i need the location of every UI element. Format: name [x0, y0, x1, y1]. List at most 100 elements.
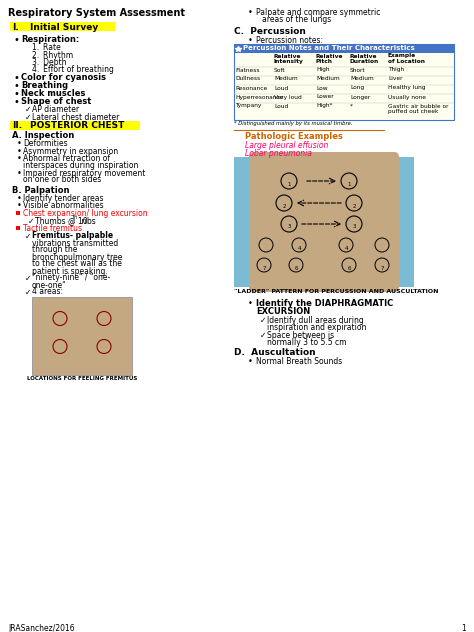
Text: ribs: ribs	[79, 217, 96, 226]
Text: Hyperresonance: Hyperresonance	[235, 95, 283, 99]
Text: •: •	[17, 147, 22, 155]
Text: 7: 7	[380, 265, 384, 270]
Text: Tactile fremitus: Tactile fremitus	[23, 224, 82, 233]
FancyBboxPatch shape	[234, 103, 454, 120]
Text: normally 3 to 5.5 cm: normally 3 to 5.5 cm	[267, 338, 346, 347]
Text: 2: 2	[352, 204, 356, 209]
Text: Longer: Longer	[350, 95, 370, 99]
Text: "ninety-nine" / "one-: "ninety-nine" / "one-	[32, 274, 110, 283]
Text: 1: 1	[287, 181, 291, 186]
FancyBboxPatch shape	[234, 53, 454, 67]
Text: •: •	[17, 169, 22, 178]
Text: Thumbs @ 10: Thumbs @ 10	[35, 217, 88, 226]
Text: ✓: ✓	[25, 231, 31, 241]
Text: •: •	[248, 36, 253, 45]
Text: ✓: ✓	[260, 316, 266, 325]
Text: patient is speaking.: patient is speaking.	[32, 267, 108, 276]
Text: Fremitus- palpable: Fremitus- palpable	[32, 231, 113, 241]
Text: Medium: Medium	[350, 76, 374, 82]
Text: interspaces during inspiration: interspaces during inspiration	[23, 161, 138, 170]
Text: Large pleural effusion: Large pleural effusion	[245, 141, 328, 150]
Text: to the chest wall as the: to the chest wall as the	[32, 260, 122, 269]
Text: puffed out cheek: puffed out cheek	[388, 109, 438, 114]
Text: 4: 4	[344, 245, 348, 250]
Text: Intensity: Intensity	[274, 59, 304, 64]
Text: Very loud: Very loud	[274, 95, 302, 99]
Text: Impaired respiratory movement: Impaired respiratory movement	[23, 169, 146, 178]
Text: Dullness: Dullness	[235, 76, 260, 82]
Text: of Location: of Location	[388, 59, 425, 64]
Text: 3: 3	[287, 224, 291, 229]
Text: Liver: Liver	[388, 76, 402, 82]
Text: Usually none: Usually none	[388, 95, 426, 99]
Text: Healthy lung: Healthy lung	[388, 85, 426, 90]
Text: "LADDER" PATTERN FOR PERCUSSION AND AUSCULTATION: "LADDER" PATTERN FOR PERCUSSION AND AUSC…	[234, 289, 438, 294]
Text: •: •	[14, 81, 20, 91]
Bar	[234, 44, 454, 120]
Text: 1: 1	[461, 624, 466, 632]
Text: 1: 1	[347, 181, 351, 186]
Text: •: •	[14, 73, 20, 83]
Text: *: *	[350, 104, 353, 109]
Text: Lower: Lower	[316, 95, 334, 99]
Text: Normal Breath Sounds: Normal Breath Sounds	[256, 357, 342, 366]
Text: areas of the lungs: areas of the lungs	[262, 15, 331, 24]
Text: Respiration:: Respiration:	[21, 35, 79, 44]
FancyBboxPatch shape	[234, 94, 454, 103]
Text: th: th	[73, 215, 78, 220]
Text: Percussion Notes and Their Characteristics: Percussion Notes and Their Characteristi…	[243, 44, 415, 51]
Text: •: •	[248, 8, 253, 17]
Text: Shape of chest: Shape of chest	[21, 97, 91, 106]
Text: Tympany: Tympany	[235, 104, 261, 109]
Text: High: High	[316, 68, 329, 73]
Text: Lateral chest diameter: Lateral chest diameter	[32, 112, 119, 121]
Text: Thigh: Thigh	[388, 68, 404, 73]
Text: Flatness: Flatness	[235, 68, 259, 73]
Text: 6: 6	[294, 265, 298, 270]
Text: Identify dull areas during: Identify dull areas during	[267, 316, 364, 325]
Text: Short: Short	[350, 68, 365, 73]
Text: 4. Effort of breathing: 4. Effort of breathing	[32, 66, 114, 75]
Text: Deformities: Deformities	[23, 139, 68, 148]
Text: D.  Auscultation: D. Auscultation	[234, 348, 316, 357]
Text: Asymmetry in expansion: Asymmetry in expansion	[23, 147, 118, 155]
Text: I.: I.	[12, 23, 19, 32]
Text: Abnormal retraction of: Abnormal retraction of	[23, 154, 110, 163]
Text: ✓: ✓	[25, 112, 31, 121]
Text: 2. Rhythm: 2. Rhythm	[32, 51, 73, 59]
Text: II.: II.	[12, 121, 22, 130]
Text: Loud: Loud	[274, 85, 288, 90]
Text: Respiratory System Assessment: Respiratory System Assessment	[8, 8, 185, 18]
Text: Low: Low	[316, 85, 328, 90]
Text: Neck muscles: Neck muscles	[21, 89, 85, 98]
Text: Chest expansion/ lung excursion: Chest expansion/ lung excursion	[23, 209, 147, 218]
Text: Example: Example	[388, 54, 416, 59]
Text: Initial Survey: Initial Survey	[30, 23, 98, 32]
FancyBboxPatch shape	[10, 121, 140, 130]
Text: Long: Long	[350, 85, 364, 90]
Text: Color for cyanosis: Color for cyanosis	[21, 73, 106, 82]
Text: Pitch: Pitch	[316, 59, 333, 64]
FancyBboxPatch shape	[234, 157, 414, 287]
Text: A. Inspection: A. Inspection	[12, 131, 74, 140]
Text: Duration: Duration	[350, 59, 379, 64]
Text: JRASanchez/2016: JRASanchez/2016	[8, 624, 74, 632]
Text: B. Palpation: B. Palpation	[12, 186, 70, 195]
Text: Identify the DIAPHRAGMATIC: Identify the DIAPHRAGMATIC	[256, 299, 393, 308]
Text: •: •	[14, 35, 20, 45]
Text: •: •	[17, 154, 22, 163]
FancyBboxPatch shape	[234, 76, 454, 85]
Text: Relative: Relative	[274, 54, 301, 59]
Text: Medium: Medium	[274, 76, 298, 82]
Text: •: •	[17, 139, 22, 148]
Text: 3: 3	[352, 224, 356, 229]
Text: inspiration and expiration: inspiration and expiration	[267, 323, 366, 332]
Text: Space between is: Space between is	[267, 331, 334, 340]
Text: •: •	[17, 194, 22, 203]
Text: •: •	[14, 97, 20, 107]
Text: through the: through the	[32, 245, 77, 255]
Text: Pathologic Examples: Pathologic Examples	[245, 132, 343, 141]
Text: 6: 6	[347, 265, 351, 270]
Text: Medium: Medium	[316, 76, 340, 82]
Text: EXCURSION: EXCURSION	[256, 307, 310, 316]
